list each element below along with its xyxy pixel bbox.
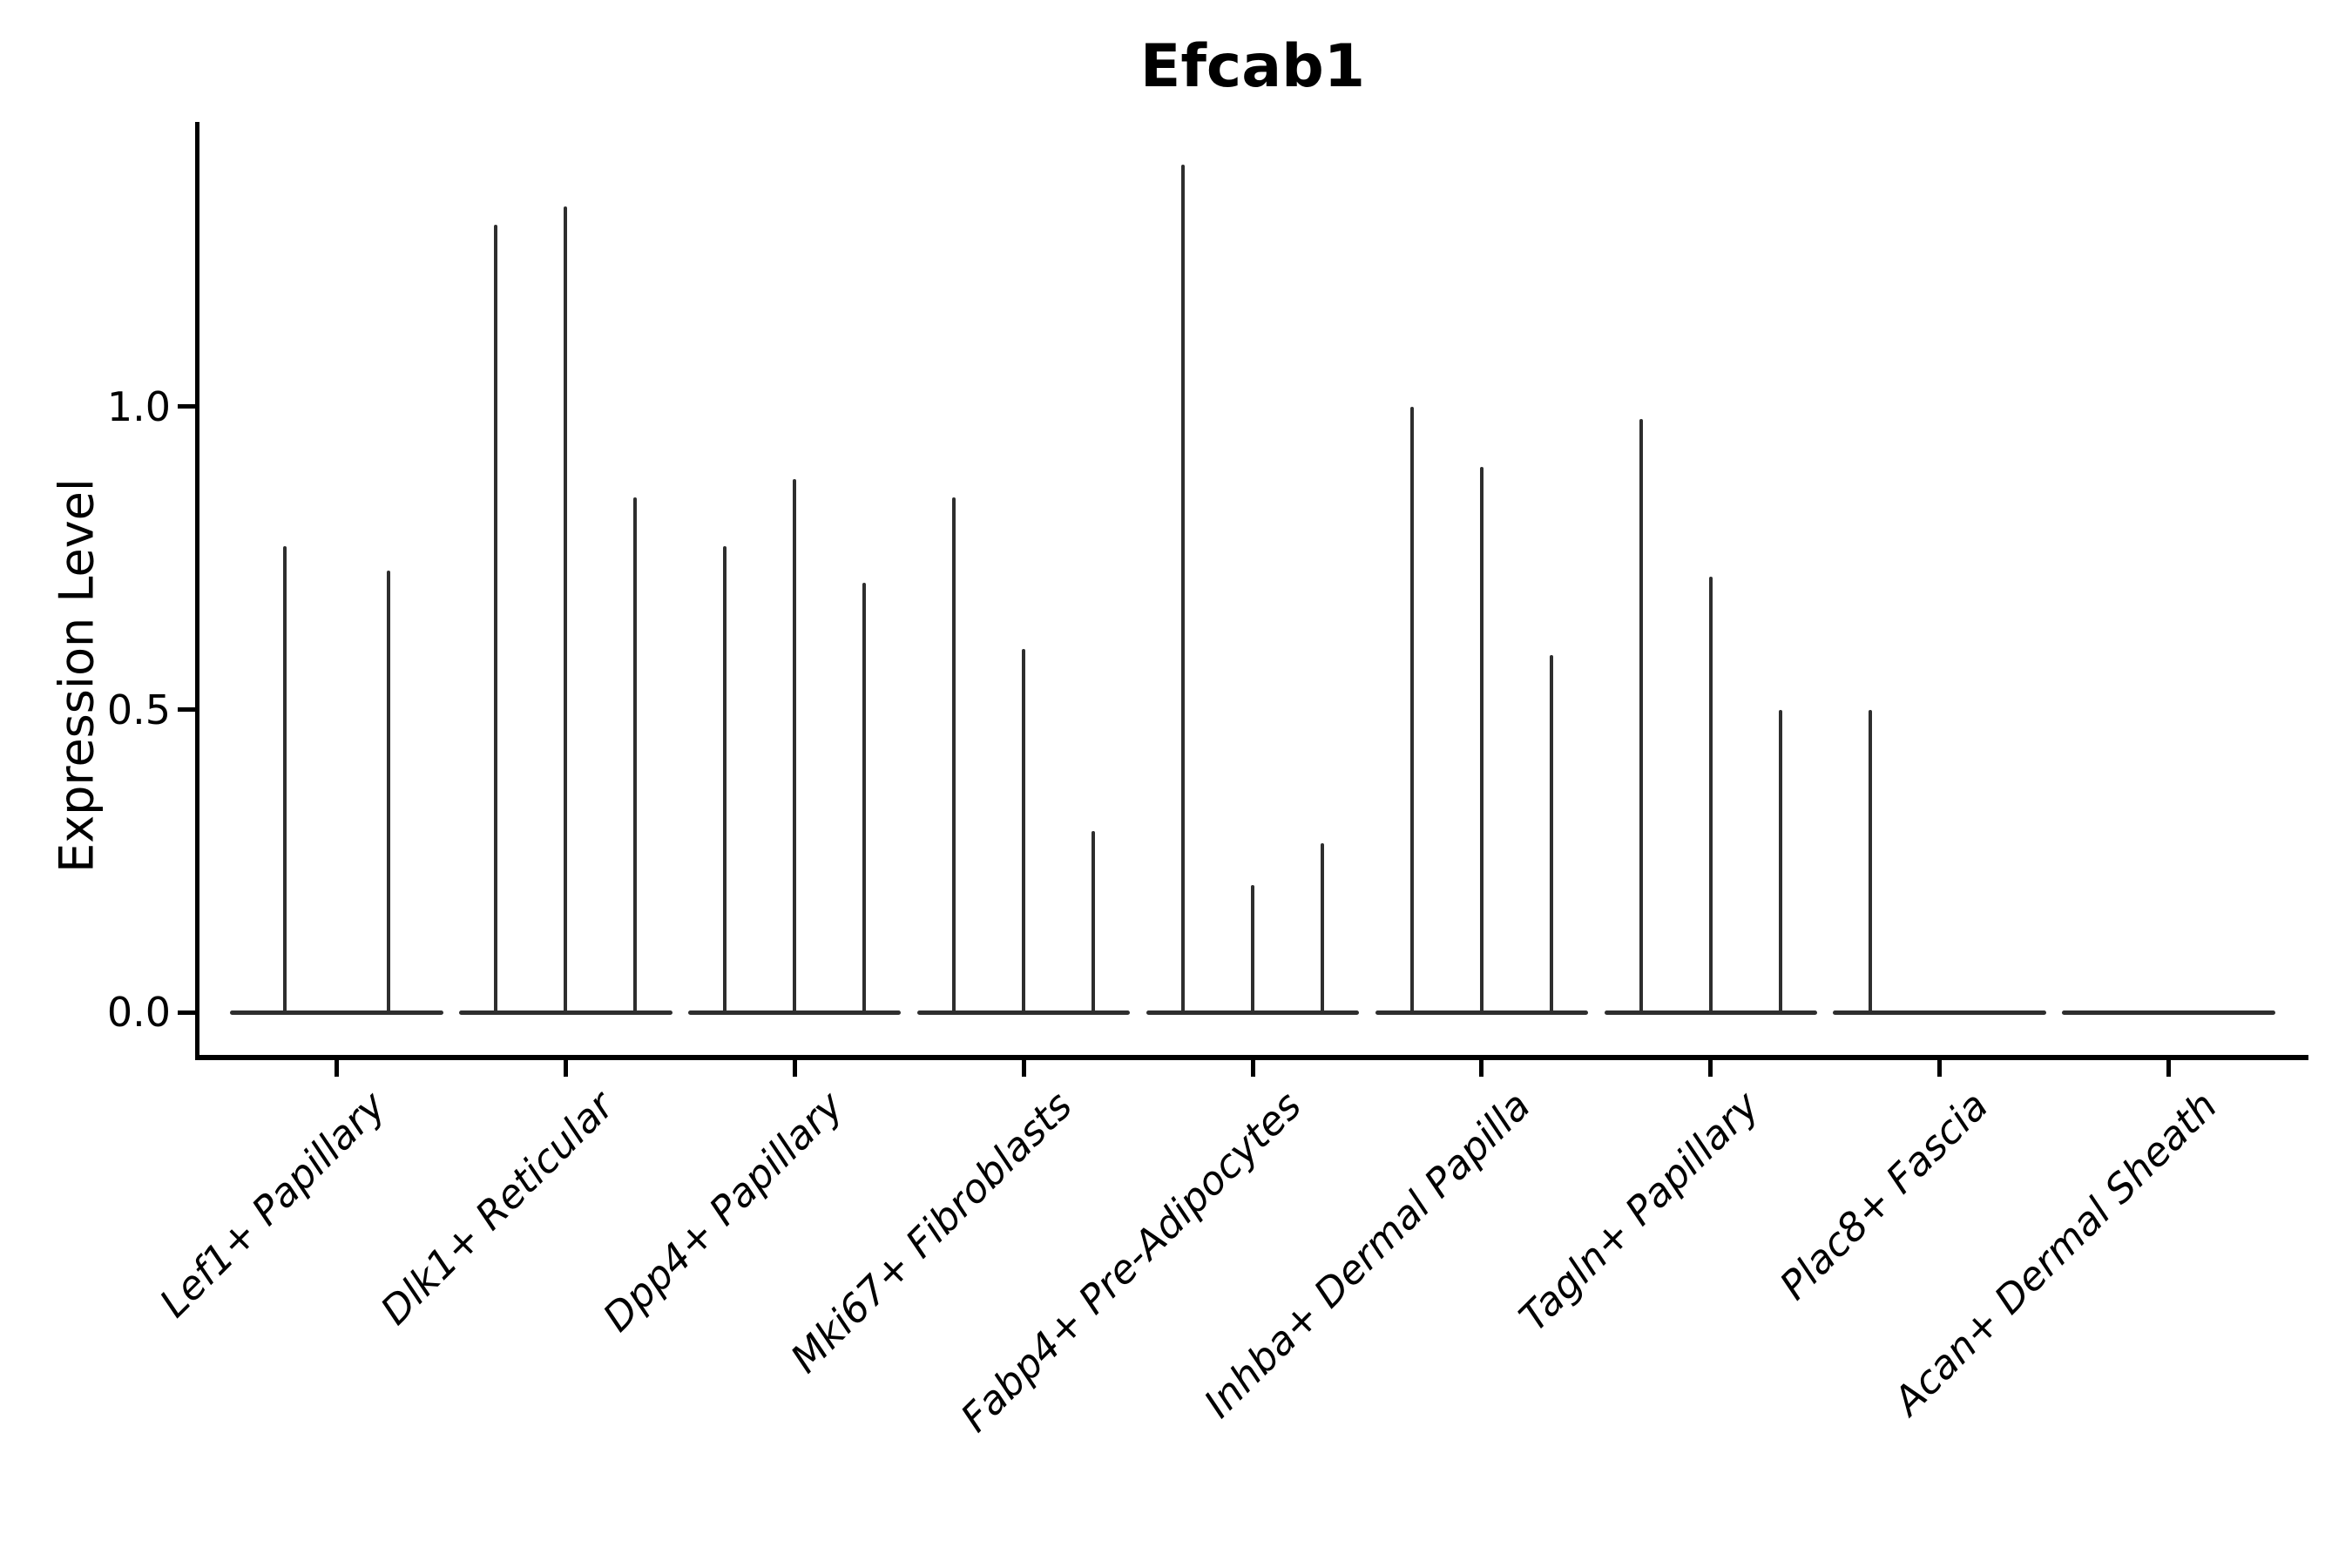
y-tick xyxy=(178,707,197,713)
violin-spike xyxy=(1251,885,1254,1015)
chart-title: Efcab1 xyxy=(1139,32,1366,101)
violin-spike xyxy=(1549,655,1553,1015)
violin-base xyxy=(1833,1010,2046,1015)
violin-spike xyxy=(386,570,390,1015)
violin-spike xyxy=(1868,709,1872,1015)
violin-spike xyxy=(633,497,638,1015)
violin-base xyxy=(2062,1010,2275,1015)
y-tick-label: 0.0 xyxy=(106,989,171,1037)
violin-spike xyxy=(1409,406,1414,1015)
x-tick-label: Lef1+ Papillary xyxy=(150,1082,395,1327)
x-axis-spine xyxy=(195,1055,2308,1060)
x-tick xyxy=(2166,1060,2172,1077)
x-tick xyxy=(1479,1060,1484,1077)
y-axis-label: Expression Level xyxy=(49,478,105,873)
x-tick xyxy=(563,1060,568,1077)
x-tick-label: Tagln+ Papillary xyxy=(1511,1082,1768,1341)
x-tick-label: Plac8+ Fascia xyxy=(1771,1082,1997,1309)
x-tick xyxy=(334,1060,339,1077)
y-tick-label: 0.5 xyxy=(106,686,171,733)
y-tick-label: 1.0 xyxy=(106,382,171,430)
violin-spike xyxy=(1639,418,1643,1015)
violin-spike xyxy=(1092,830,1096,1015)
violin-spike xyxy=(793,479,797,1015)
violin-spike xyxy=(494,225,498,1015)
violin-spike xyxy=(723,545,727,1015)
x-tick-label: Dlk1+ Reticular xyxy=(371,1082,624,1334)
x-tick xyxy=(792,1060,797,1077)
y-tick xyxy=(178,1010,197,1015)
violin-spike xyxy=(564,206,568,1015)
x-tick xyxy=(1708,1060,1713,1077)
violin-spike xyxy=(862,582,867,1015)
violin-spike xyxy=(1022,649,1026,1015)
violin-spike xyxy=(1778,709,1782,1015)
violin-base xyxy=(230,1010,443,1015)
violin-spike xyxy=(952,497,956,1015)
y-axis-spine xyxy=(195,122,199,1060)
x-tick-label: Dpp4+ Papillary xyxy=(594,1082,853,1341)
x-tick xyxy=(1250,1060,1255,1077)
violin-spike xyxy=(1320,842,1324,1015)
x-tick xyxy=(1937,1060,1943,1077)
violin-spike xyxy=(283,545,287,1015)
violin-spike xyxy=(1479,467,1484,1015)
y-tick xyxy=(178,404,197,409)
x-tick xyxy=(1021,1060,1026,1077)
violin-spike xyxy=(1708,576,1713,1015)
violin-spike xyxy=(1181,164,1186,1015)
